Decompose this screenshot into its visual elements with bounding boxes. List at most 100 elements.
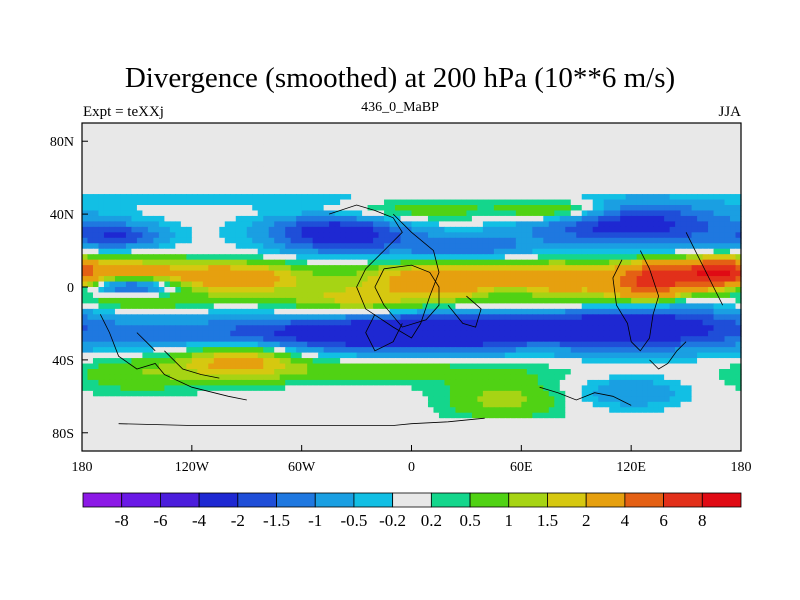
field-cell: [180, 155, 187, 162]
field-cell: [82, 314, 89, 321]
field-cell: [625, 319, 632, 326]
field-cell: [460, 276, 468, 283]
field-cell: [636, 276, 643, 283]
field-cell: [257, 265, 264, 272]
field-cell: [526, 166, 533, 173]
field-cell: [455, 314, 462, 321]
field-cell: [208, 133, 215, 140]
field-cell: [449, 259, 457, 266]
field-cell: [625, 297, 632, 304]
field-cell: [136, 243, 144, 250]
field-cell: [98, 292, 105, 299]
field-cell: [279, 314, 286, 321]
field-cell: [730, 308, 737, 315]
field-cell: [307, 177, 314, 184]
field-cell: [515, 155, 522, 162]
field-cell: [219, 297, 226, 304]
field-cell: [521, 270, 528, 277]
field-cell: [609, 123, 616, 130]
field-cell: [576, 248, 583, 255]
field-cell: [477, 133, 484, 140]
field-cell: [197, 319, 204, 326]
field-cell: [230, 199, 237, 206]
field-cell: [362, 177, 369, 184]
field-cell: [581, 308, 588, 315]
field-cell: [598, 188, 605, 195]
field-cell: [411, 276, 418, 283]
field-cell: [411, 210, 418, 217]
field-cell: [614, 139, 621, 146]
field-cell: [400, 194, 407, 201]
field-cell: [395, 183, 402, 190]
field-cell: [609, 155, 616, 162]
field-cell: [438, 150, 446, 157]
field-cell: [186, 172, 193, 179]
field-cell: [153, 292, 160, 299]
field-cell: [147, 270, 154, 277]
field-cell: [449, 177, 457, 184]
field-cell: [131, 161, 138, 168]
field-cell: [219, 276, 226, 283]
field-cell: [208, 210, 215, 217]
field-cell: [318, 341, 325, 348]
field-cell: [103, 210, 111, 217]
field-cell: [510, 330, 517, 337]
field-cell: [587, 292, 594, 299]
field-cell: [609, 183, 616, 190]
field-cell: [285, 303, 292, 310]
field-cell: [257, 226, 264, 233]
field-cell: [169, 341, 176, 348]
field-cell: [406, 314, 413, 321]
field-cell: [664, 308, 671, 315]
field-cell: [114, 347, 122, 354]
field-cell: [653, 259, 660, 266]
field-cell: [697, 336, 704, 343]
field-cell: [675, 199, 682, 206]
field-cell: [647, 144, 654, 151]
field-cell: [257, 303, 264, 310]
field-cell: [735, 314, 742, 321]
field-cell: [631, 183, 638, 190]
field-cell: [136, 166, 144, 173]
field-cell: [554, 123, 561, 130]
field-cell: [422, 150, 429, 157]
field-cell: [290, 194, 297, 201]
field-cell: [510, 314, 517, 321]
field-cell: [493, 210, 500, 217]
field-cell: [719, 226, 726, 233]
field-cell: [675, 166, 682, 173]
field-cell: [164, 161, 171, 168]
field-cell: [191, 221, 198, 228]
field-cell: [120, 188, 127, 195]
field-cell: [713, 183, 720, 190]
field-cell: [664, 325, 671, 332]
field-cell: [603, 123, 610, 130]
field-cell: [708, 325, 715, 332]
field-cell: [499, 183, 506, 190]
field-cell: [125, 226, 133, 233]
field-cell: [455, 232, 462, 239]
field-cell: [98, 161, 105, 168]
field-cell: [444, 330, 451, 337]
field-cell: [526, 237, 533, 244]
field-cell: [416, 144, 424, 151]
field-cell: [142, 270, 149, 277]
field-cell: [614, 188, 621, 195]
field-cell: [444, 265, 451, 272]
field-cell: [367, 194, 374, 201]
field-cell: [235, 155, 242, 162]
field-cell: [471, 150, 478, 157]
field-cell: [526, 210, 533, 217]
field-cell: [329, 259, 336, 266]
field-cell: [543, 341, 550, 348]
field-cell: [241, 347, 248, 354]
field-cell: [213, 194, 220, 201]
field-cell: [460, 325, 468, 332]
field-cell: [279, 144, 286, 151]
field-cell: [329, 297, 336, 304]
field-cell: [598, 177, 605, 184]
field-cell: [537, 150, 544, 157]
field-cell: [384, 199, 391, 206]
field-cell: [274, 155, 281, 162]
field-cell: [82, 281, 89, 288]
